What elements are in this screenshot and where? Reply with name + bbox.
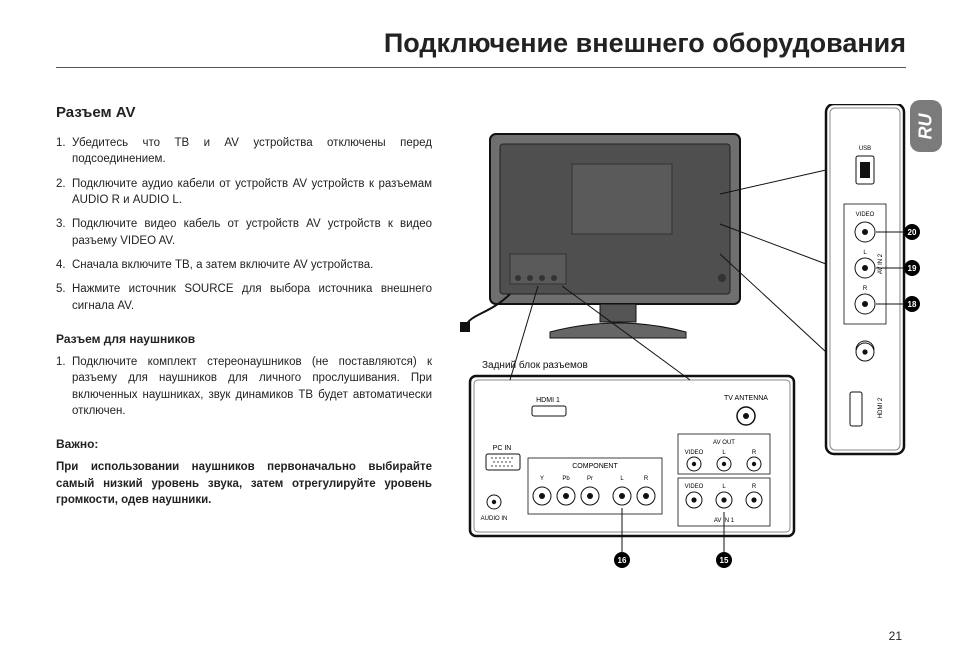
- svg-text:R: R: [752, 450, 757, 456]
- diagram-caption: Задний блок разъемов: [482, 359, 588, 371]
- diagram-svg: Задний блок разъемов HDMI 1 TV ANTENNA P…: [450, 104, 920, 604]
- important-label: Важно:: [56, 437, 432, 451]
- svg-text:VIDEO: VIDEO: [685, 484, 704, 490]
- svg-text:18: 18: [908, 300, 917, 309]
- list-item: Подключите видео кабель от устройств AV …: [56, 216, 432, 249]
- list-item: Нажмите источник SOURCE для выбора источ…: [56, 281, 432, 314]
- list-item: Убедитесь что ТВ и AV устройства отключе…: [56, 135, 432, 168]
- headphone-list: Подключите комплект стереонаушников (не …: [56, 354, 432, 419]
- svg-text:PC IN: PC IN: [493, 445, 512, 452]
- svg-text:Y: Y: [540, 476, 544, 482]
- svg-text:15: 15: [720, 556, 729, 565]
- svg-text:USB: USB: [859, 146, 871, 152]
- svg-text:AV IN 2: AV IN 2: [878, 253, 884, 274]
- svg-text:COMPONENT: COMPONENT: [572, 463, 618, 470]
- tv-illustration: [460, 134, 740, 338]
- important-text: При использовании наушников первоначальн…: [56, 459, 432, 508]
- svg-text:HDMI 2: HDMI 2: [878, 397, 884, 418]
- svg-text:VIDEO: VIDEO: [856, 212, 875, 218]
- page-title: Подключение внешнего оборудования: [56, 28, 906, 68]
- svg-text:Pb: Pb: [562, 476, 570, 482]
- svg-text:TV ANTENNA: TV ANTENNA: [724, 395, 768, 402]
- left-column: Разъем AV Убедитесь что ТВ и AV устройст…: [56, 104, 432, 508]
- list-item: Подключите аудио кабели от устройств AV …: [56, 176, 432, 209]
- list-item: Сначала включите ТВ, а затем включите AV…: [56, 257, 432, 273]
- diagram-area: Задний блок разъемов HDMI 1 TV ANTENNA P…: [450, 104, 906, 508]
- svg-text:19: 19: [908, 264, 917, 273]
- av-list: Убедитесь что ТВ и AV устройства отключе…: [56, 135, 432, 314]
- svg-text:Pr: Pr: [587, 476, 593, 482]
- svg-text:AV OUT: AV OUT: [713, 440, 735, 446]
- av-heading: Разъем AV: [56, 104, 432, 121]
- svg-text:AUDIO IN: AUDIO IN: [481, 516, 508, 522]
- svg-text:16: 16: [618, 556, 627, 565]
- side-panel: USB AV IN 2 VIDEO L R HDMI 2: [826, 104, 904, 454]
- svg-text:20: 20: [908, 228, 917, 237]
- svg-text:R: R: [863, 286, 868, 292]
- svg-text:VIDEO: VIDEO: [685, 450, 704, 456]
- svg-text:R: R: [644, 476, 649, 482]
- page-number: 21: [889, 629, 902, 643]
- svg-text:R: R: [752, 484, 757, 490]
- svg-text:HDMI 1: HDMI 1: [536, 397, 560, 404]
- headphone-heading: Разъем для наушников: [56, 332, 432, 346]
- list-item: Подключите комплект стереонаушников (не …: [56, 354, 432, 419]
- rear-panel: HDMI 1 TV ANTENNA PC IN AUDIO IN: [470, 376, 794, 536]
